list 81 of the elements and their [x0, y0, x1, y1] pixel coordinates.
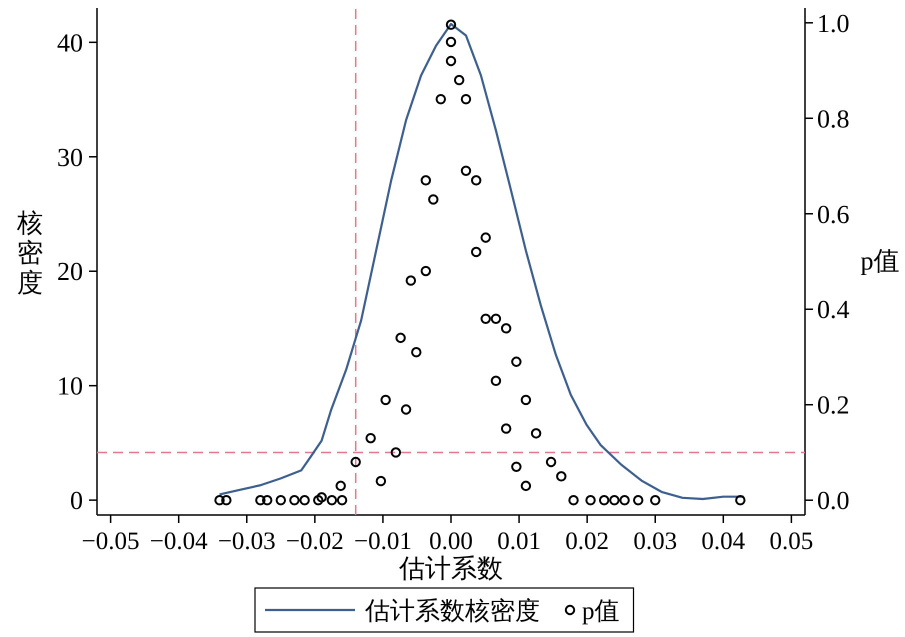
point [520, 394, 532, 406]
point [316, 492, 327, 503]
point [428, 194, 438, 205]
point [520, 480, 532, 492]
x-axis-title: 估计系数 [398, 554, 503, 583]
point [336, 495, 348, 506]
point [598, 495, 610, 506]
point [633, 495, 644, 506]
x-tick-label: 0.02 [565, 528, 610, 555]
y2-tick-label: 0.4 [817, 295, 850, 324]
y-tick-label: 10 [57, 372, 83, 401]
x-tick-label: 0.05 [770, 528, 814, 555]
x-tick-label: −0.03 [218, 528, 276, 555]
point [214, 495, 225, 506]
point [500, 323, 512, 334]
y2-tick-label: 1.0 [817, 8, 850, 38]
x-tick-label: 0.01 [497, 528, 541, 555]
y-tick-label: 0 [70, 486, 83, 516]
point [336, 480, 346, 492]
point [511, 462, 522, 472]
point [460, 94, 472, 104]
point [480, 314, 491, 324]
point [568, 495, 579, 506]
point [446, 56, 456, 66]
point [406, 275, 416, 286]
y-tick-label: 40 [57, 28, 83, 58]
point [395, 332, 406, 344]
point [454, 74, 464, 86]
point [511, 356, 522, 367]
point [480, 232, 491, 243]
point [490, 376, 502, 386]
point [411, 347, 422, 358]
point [470, 175, 482, 186]
point [500, 423, 512, 434]
point [262, 495, 272, 506]
x-tick-label: 0.00 [429, 528, 473, 555]
point [350, 456, 361, 468]
legend-label: p值 [582, 598, 620, 625]
x-tick-label: −0.05 [82, 528, 140, 555]
y-tick-label: 20 [57, 257, 83, 286]
point [490, 314, 502, 324]
point [365, 432, 376, 444]
point [609, 495, 620, 506]
point [400, 404, 412, 415]
y-axis-title: 核密度 [16, 208, 43, 298]
point [470, 246, 482, 258]
y2-tick-label: 0.6 [817, 200, 850, 229]
y2-tick-label: 0.8 [817, 104, 850, 134]
x-tick-label: −0.02 [286, 528, 344, 555]
point [556, 471, 566, 482]
point [650, 495, 660, 506]
point [313, 495, 324, 506]
point [390, 447, 402, 458]
point [276, 495, 286, 506]
point [460, 166, 472, 176]
point [380, 394, 391, 406]
point [299, 495, 310, 506]
x-tick-label: −0.01 [354, 528, 412, 555]
x-tick-label: −0.04 [150, 528, 208, 555]
point [546, 456, 556, 468]
point [376, 476, 386, 486]
point [585, 495, 596, 506]
y2-tick-label: 0.2 [817, 390, 850, 420]
point [420, 175, 432, 186]
y-tick-label: 30 [57, 142, 83, 172]
point [446, 36, 456, 48]
y2-tick-label: 0.0 [817, 486, 850, 516]
x-tick-label: 0.03 [633, 528, 678, 555]
point [530, 428, 542, 439]
point [619, 495, 630, 506]
point [446, 20, 456, 30]
y2-axis-title: p值 [860, 246, 900, 276]
point [436, 94, 446, 104]
point [735, 495, 746, 506]
x-tick-label: 0.04 [701, 528, 746, 555]
legend-label: 估计系数核密度 [364, 597, 540, 625]
point [289, 495, 300, 506]
point [255, 495, 266, 506]
point [420, 266, 432, 276]
point [326, 495, 338, 506]
point [221, 495, 232, 506]
